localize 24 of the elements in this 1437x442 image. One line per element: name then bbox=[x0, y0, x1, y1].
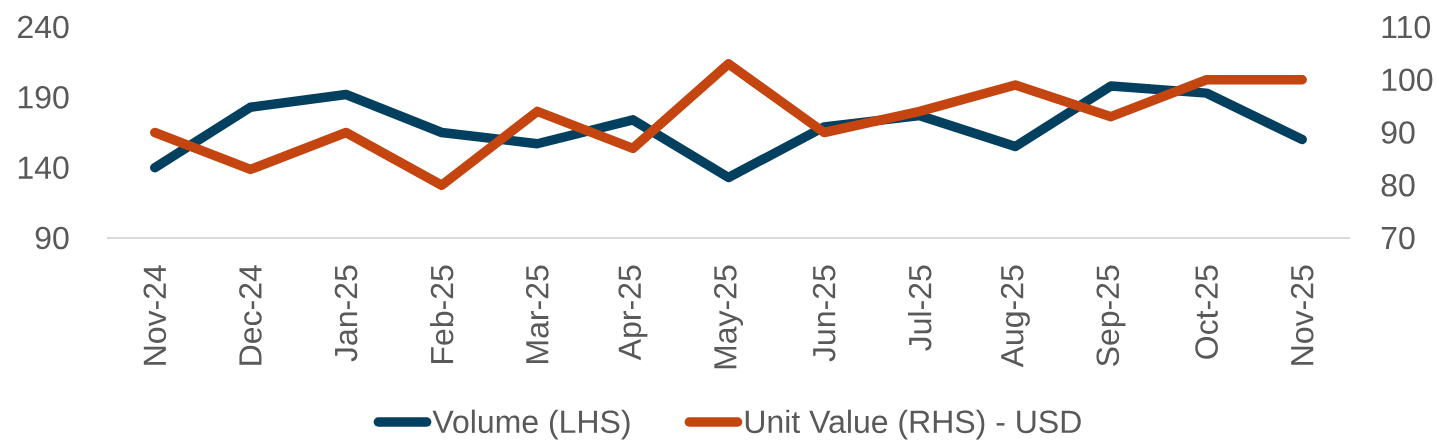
x-tick-label: Jan-25 bbox=[334, 265, 358, 362]
x-tick-label: Feb-25 bbox=[429, 265, 454, 363]
y-tick-label: 190 bbox=[18, 86, 69, 109]
x-tick-label: Oct-25 bbox=[1195, 265, 1218, 359]
y-tick-label: 140 bbox=[18, 156, 69, 179]
y2-tick-label: 90 bbox=[1381, 121, 1415, 144]
x-tick-label: Jul-25 bbox=[907, 265, 932, 351]
legend-label: Volume (LHS) bbox=[432, 409, 630, 440]
x-tick-label: Sep-25 bbox=[1096, 265, 1126, 366]
y2-tick-label: 80 bbox=[1381, 173, 1415, 197]
y-tick-label: 90 bbox=[35, 226, 69, 250]
x-tick-label: Nov-24 bbox=[143, 265, 167, 365]
y-tick-label: 240 bbox=[18, 15, 69, 39]
y2-tick-label: 70 bbox=[1381, 226, 1415, 250]
x-tick-label: Dec-24 bbox=[239, 265, 262, 365]
x-tick-label: May-25 bbox=[714, 265, 743, 369]
x-tick-label: Apr-25 bbox=[618, 265, 648, 361]
y2-tick-label: 110 bbox=[1382, 15, 1430, 39]
y2-tick-label: 100 bbox=[1382, 68, 1433, 92]
x-tick-label: Nov-25 bbox=[1290, 265, 1314, 365]
legend-label: Unit Value (RHS) - USD bbox=[745, 409, 1081, 440]
x-tick-label: Mar-25 bbox=[525, 265, 549, 363]
x-tick-label: Aug-25 bbox=[1000, 265, 1030, 368]
x-tick-label: Jun-25 bbox=[812, 265, 836, 362]
